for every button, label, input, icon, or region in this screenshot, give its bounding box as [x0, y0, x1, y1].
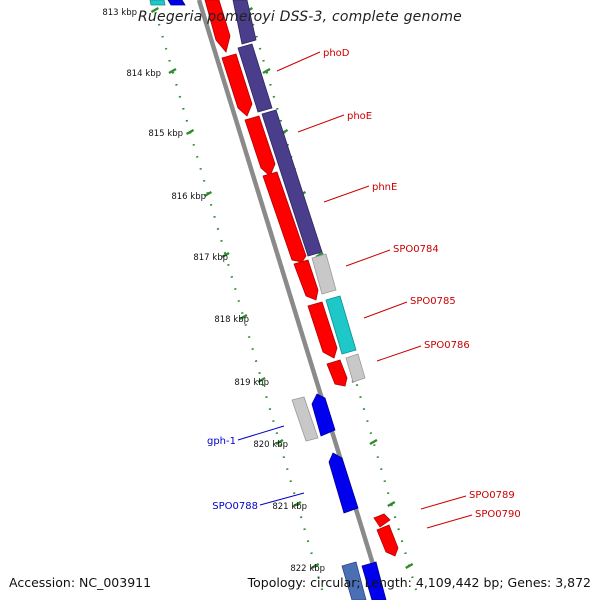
cds-block-phnE[interactable]	[261, 109, 323, 257]
cds-block-phoE[interactable]	[237, 43, 273, 113]
gene-arrow-phoD[interactable]	[204, 0, 231, 53]
inner-tick-mark	[239, 313, 248, 321]
gene-arrow-phnE[interactable]	[244, 115, 276, 177]
tick-label: 817 kbp	[193, 253, 228, 263]
cds-block-spo0786[interactable]	[345, 353, 366, 383]
gene-label-phoD[interactable]: phoD	[323, 48, 350, 59]
outer-tick-mark	[405, 562, 414, 570]
cds-block-spo0784[interactable]	[311, 253, 337, 295]
accession-label: Accession: NC_003911	[9, 575, 152, 590]
gene-features	[149, 0, 399, 601]
gene-arrow-spo0785[interactable]	[307, 301, 338, 359]
outer-tick-mark	[262, 67, 271, 75]
gene-labels: phoD phoE phnE SPO0784 SPO0785 SPO0786 S…	[207, 48, 521, 520]
gene-arrow-spo0788[interactable]	[328, 452, 359, 514]
gene-block-top-teal[interactable]	[149, 0, 166, 6]
genome-title: Ruegeria pomeroyi DSS-3, complete genome	[138, 9, 462, 25]
tick-label: 816 kbp	[171, 192, 206, 202]
gene-label-spo0788[interactable]: SPO0788	[212, 501, 258, 512]
inner-tick-mark	[257, 376, 266, 384]
gene-arrow-spo0789[interactable]	[373, 513, 391, 528]
tick-label: 815 kbp	[148, 129, 183, 139]
gene-arrow-gph-1[interactable]	[311, 393, 336, 437]
inner-tick-mark	[275, 438, 284, 446]
tick-label: 821 kbp	[272, 502, 307, 512]
tick-label: 822 kbp	[290, 564, 325, 574]
inner-tick-mark	[221, 251, 230, 259]
inner-tick-mark	[168, 67, 177, 75]
gene-arrow-spo0786[interactable]	[326, 359, 348, 387]
inner-tick-mark	[150, 6, 159, 14]
inner-tick-mark	[293, 500, 302, 508]
cds-block-phoD[interactable]	[232, 0, 257, 45]
gene-arrow-spo0790[interactable]	[376, 524, 399, 557]
tick-marks	[150, 6, 414, 570]
tick-label: 813 kbp	[102, 8, 137, 18]
gene-block-top-blue[interactable]	[167, 0, 186, 6]
cds-block-spo0785[interactable]	[325, 295, 357, 355]
tick-label: 814 kbp	[126, 69, 161, 79]
leader-lines	[237, 51, 473, 529]
inner-tick-mark	[311, 562, 320, 570]
tick-label: 818 kbp	[214, 315, 249, 325]
gene-label-spo0790[interactable]: SPO0790	[475, 509, 521, 520]
gene-arrow-phnE-2[interactable]	[262, 171, 307, 263]
gene-label-gph-1[interactable]: gph-1	[207, 436, 236, 447]
gene-label-spo0785[interactable]: SPO0785	[410, 296, 456, 307]
inner-tick-mark	[185, 128, 195, 136]
genome-summary: Topology: circular; Length: 4,109,442 bp…	[247, 575, 591, 590]
tick-label: 819 kbp	[234, 378, 269, 388]
outer-tick-mark	[387, 500, 396, 508]
gene-label-spo0789[interactable]: SPO0789	[469, 490, 515, 501]
gene-arrow-spo0784[interactable]	[293, 259, 319, 301]
outer-tick-mark	[369, 438, 378, 446]
inner-tick-mark	[203, 190, 213, 198]
position-labels: 813 kbp 814 kbp 815 kbp 816 kbp 817 kbp …	[102, 8, 325, 574]
gene-label-phnE[interactable]: phnE	[372, 182, 397, 193]
gene-block-gph-1-gray[interactable]	[291, 396, 319, 442]
gene-label-spo0786[interactable]: SPO0786	[424, 340, 470, 351]
gene-label-phoE[interactable]: phoE	[347, 111, 372, 122]
gene-label-spo0784[interactable]: SPO0784	[393, 244, 439, 255]
gene-arrow-phoE[interactable]	[221, 53, 253, 117]
tick-label: 820 kbp	[253, 440, 288, 450]
